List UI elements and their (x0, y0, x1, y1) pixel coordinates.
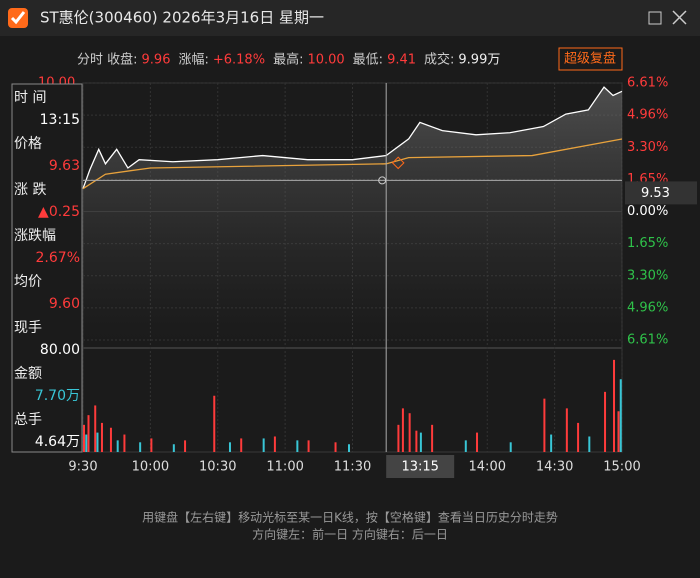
quote-value: 9.96 (142, 53, 171, 68)
y-tick-label: 1.65% (627, 236, 668, 251)
x-tick-label: 11:30 (334, 460, 371, 475)
info-value: ▲0.25 (38, 204, 80, 220)
quote-value: 10.00 (307, 53, 344, 68)
cursor-dot (378, 176, 387, 185)
x-tick-label: 10:30 (199, 460, 236, 475)
title-bar (0, 0, 700, 36)
event-marker (391, 156, 405, 170)
y-tick-label: 0.00% (627, 204, 668, 219)
info-value: 9.60 (49, 296, 80, 312)
quote-label: 最高: (273, 52, 303, 68)
info-label: 涨 跌 (14, 182, 46, 198)
y-tick-label: 4.96% (627, 300, 668, 315)
y-tick-label: 6.61% (627, 333, 668, 348)
y-tick-label: 3.30% (627, 140, 668, 155)
info-label: 涨跌幅 (14, 228, 56, 244)
footer-hint: 方向键左：前一日 方向键右：后一日 (252, 527, 448, 542)
cursor-x-label: 13:15 (401, 460, 438, 475)
info-label: 总手 (14, 412, 42, 428)
info-value: 13:15 (40, 112, 80, 128)
cursor-x-box (386, 455, 455, 478)
y-tick-label: 4.96% (627, 108, 668, 123)
x-tick-label: 14:30 (536, 460, 573, 475)
info-label: 时 间 (14, 90, 46, 106)
x-tick-label: 15:00 (603, 460, 640, 475)
y-tick-label: 3.30% (627, 268, 668, 283)
window-title: ST惠伦(300460) 2026年3月16日 星期一 (40, 9, 324, 27)
quote-label: 涨幅: (178, 53, 208, 68)
info-panel (11, 83, 83, 453)
cursor-y-label: 9.53 (641, 186, 670, 201)
info-label: 均价 (14, 274, 42, 290)
footer-hint: 用键盘【左右键】移动光标至某一日K线，按【空格键】查看当日历史分时走势 (142, 510, 558, 525)
app-icon-check (10, 11, 26, 25)
y-tick-label: 6.61% (627, 76, 668, 91)
quote-line: 分时 收盘: 9.96 涨幅: +6.18% 最高: 10.00 最低: 9.41 成交: 9.9… (77, 52, 500, 68)
x-tick-label: 9:30 (68, 460, 97, 475)
quote-value: +6.18% (213, 53, 265, 68)
quote-value: 9.41 (387, 53, 416, 68)
info-rows: 时 间 13:15 价格 9.63涨 跌 ▲0.25 涨跌幅 2.67% 均价 9.60 现手 80… (14, 90, 80, 450)
quote-label: 成交: (424, 52, 454, 68)
cursor-y-box (625, 181, 697, 205)
quote-value: 9.99万 (458, 53, 500, 68)
x-tick-label: 10:00 (132, 460, 169, 475)
info-value: 80.00 (40, 342, 80, 358)
info-value: 9.63 (49, 158, 80, 174)
quote-label: 分时 收盘: (77, 52, 138, 68)
info-value: 2.67% (36, 250, 80, 266)
info-label: 现手 (14, 320, 42, 336)
x-tick-label: 11:00 (266, 460, 303, 475)
info-value: 4.64万 (35, 434, 80, 450)
info-value: 7.70万 (35, 388, 80, 404)
x-tick-label: 14:00 (469, 460, 506, 475)
info-label: 金额 (14, 366, 42, 382)
series-line (82, 86, 623, 189)
info-label: 价格 (14, 136, 42, 152)
replay-button-label: 超级复盘 (564, 51, 616, 67)
close-button[interactable] (672, 10, 687, 25)
quote-label: 最低: (353, 53, 383, 68)
price-area (83, 87, 622, 340)
plot: 10.00 6.61%4.96%3.30%1.65%0.00%1.65%3.30%… (38, 76, 697, 478)
replay-button[interactable] (558, 47, 623, 71)
maximize-button[interactable] (648, 11, 662, 25)
